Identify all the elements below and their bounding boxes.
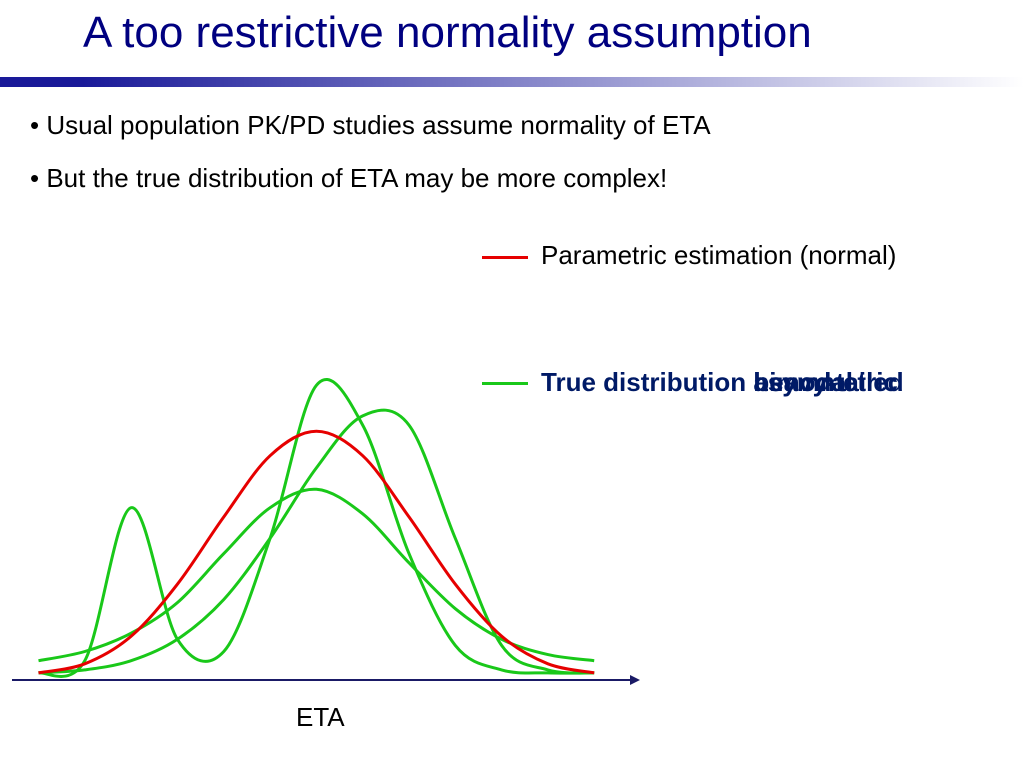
legend-word-bimodal: bimodal: [753, 367, 854, 397]
title-underline-bar: [0, 77, 1024, 87]
slide-title: A too restrictive normality assumption: [83, 8, 812, 57]
legend-label-true: True distribution bimodal asymmetric hea…: [541, 367, 953, 398]
legend-overlap-group: bimodal asymmetric heavy-tailed: [753, 367, 953, 397]
legend-word-asymmetric: asymmetric: [753, 367, 898, 397]
x-axis-arrowhead: [630, 675, 640, 685]
x-axis-label: ETA: [296, 702, 345, 732]
series-line-true-1: [38, 378, 595, 678]
curve-group: [38, 378, 595, 678]
series-line-true-3: [38, 487, 595, 663]
legend-label-normal: Parametric estimation (normal): [541, 240, 897, 270]
series-line-true-2: [38, 408, 595, 675]
bullet-item: Usual population PK/PD studies assume no…: [30, 110, 710, 141]
legend-swatch-true: [482, 382, 528, 385]
legend-swatch-normal: [482, 256, 528, 259]
bullet-list: Usual population PK/PD studies assume no…: [30, 110, 711, 216]
bullet-item: But the true distribution of ETA may be …: [30, 163, 711, 194]
legend-word-heavy-tailed: heavy-tailed: [753, 367, 904, 397]
legend-true-prefix: True distribution: [541, 367, 747, 397]
series-line-normal: [38, 429, 595, 675]
